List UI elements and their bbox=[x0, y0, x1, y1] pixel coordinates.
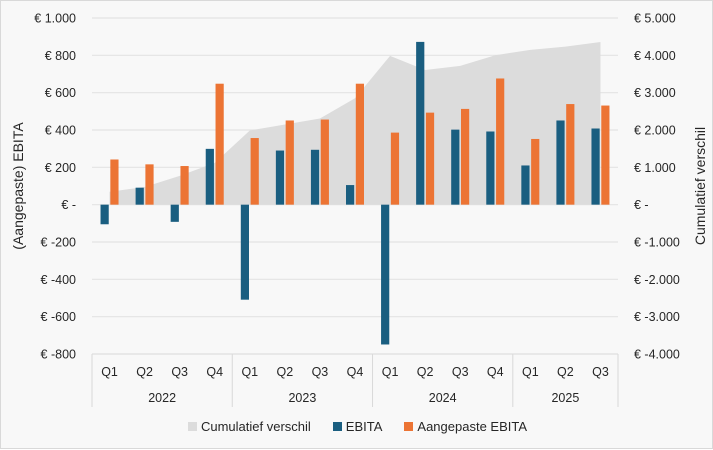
left-tick-label: € -400 bbox=[41, 273, 76, 287]
quarter-tick-label: Q2 bbox=[136, 365, 153, 379]
legend-item-cumulatief-verschil[interactable]: Cumulatief verschil bbox=[187, 419, 311, 434]
left-tick-label: € 400 bbox=[45, 124, 76, 138]
right-tick-label: € 3.000 bbox=[634, 86, 676, 100]
ebita-bar bbox=[521, 165, 530, 205]
quarter-tick-label: Q2 bbox=[557, 365, 574, 379]
ebita-bar bbox=[135, 187, 144, 205]
ebita-bar bbox=[591, 128, 600, 205]
ebita-bar bbox=[416, 41, 425, 205]
quarter-tick-label: Q1 bbox=[241, 365, 258, 379]
quarter-tick-label: Q4 bbox=[206, 365, 223, 379]
ebita-bar bbox=[346, 185, 355, 205]
ebita-bar bbox=[205, 148, 214, 205]
legend-swatch-aangepaste bbox=[404, 422, 414, 431]
quarter-tick-label: Q4 bbox=[487, 365, 504, 379]
aangepaste-ebita-bar bbox=[145, 164, 154, 205]
legend-swatch-cumulatief bbox=[187, 422, 197, 431]
quarter-tick-label: Q3 bbox=[592, 365, 609, 379]
quarter-tick-label: Q3 bbox=[171, 365, 188, 379]
quarter-tick-label: Q2 bbox=[277, 365, 294, 379]
aangepaste-ebita-bar bbox=[320, 119, 329, 205]
right-tick-label: € -1.000 bbox=[634, 236, 680, 250]
right-tick-label: € 1.000 bbox=[634, 161, 676, 175]
bar-layer bbox=[100, 41, 610, 345]
aangepaste-ebita-bar bbox=[355, 83, 364, 205]
quarter-tick-label: Q3 bbox=[312, 365, 329, 379]
left-tick-label: € -600 bbox=[41, 310, 76, 324]
right-axis-title: Cumulatief verschil bbox=[692, 127, 708, 245]
right-tick-label: € 5.000 bbox=[634, 12, 676, 26]
left-axis-ticks: € 1.000 € 800 € 600 € 400 € 200 € - € -200 € -4… bbox=[34, 12, 76, 362]
ebita-bar bbox=[556, 120, 565, 205]
aangepaste-ebita-bar bbox=[215, 83, 224, 205]
left-tick-label: € 800 bbox=[45, 49, 76, 63]
ebita-bar bbox=[170, 204, 179, 222]
quarter-tick-label: Q1 bbox=[101, 365, 118, 379]
left-tick-label: € - bbox=[61, 198, 76, 212]
quarter-tick-label: Q4 bbox=[347, 365, 364, 379]
left-axis-title: (Aangepaste) EBITA bbox=[10, 122, 26, 250]
quarter-tick-label: Q2 bbox=[417, 365, 434, 379]
legend-label: EBITA bbox=[345, 419, 383, 434]
left-tick-label: € 1.000 bbox=[34, 12, 76, 26]
legend-label: Aangepaste EBITA bbox=[417, 419, 528, 434]
year-tick-label: 2024 bbox=[429, 391, 457, 405]
cumulative-area-layer bbox=[109, 42, 601, 205]
right-tick-label: € -4.000 bbox=[634, 348, 680, 362]
aangepaste-ebita-bar bbox=[531, 138, 540, 205]
left-tick-label: € 600 bbox=[45, 86, 76, 100]
ebita-bar bbox=[275, 150, 285, 205]
cumulative-area bbox=[109, 42, 601, 205]
quarter-tick-label: Q3 bbox=[452, 365, 469, 379]
year-tick-label: 2025 bbox=[551, 391, 579, 405]
aangepaste-ebita-bar bbox=[425, 112, 435, 205]
ebita-bar bbox=[310, 149, 320, 205]
ebita-bar bbox=[381, 204, 390, 345]
ebita-bar bbox=[486, 131, 495, 205]
aangepaste-ebita-bar bbox=[496, 78, 505, 205]
right-tick-label: € -2.000 bbox=[634, 273, 680, 287]
right-tick-label: € - bbox=[634, 198, 649, 212]
aangepaste-ebita-bar bbox=[110, 159, 119, 205]
right-tick-label: € -3.000 bbox=[634, 310, 680, 324]
left-tick-label: € -200 bbox=[41, 236, 76, 250]
aangepaste-ebita-bar bbox=[250, 138, 259, 205]
ebita-bar bbox=[240, 204, 249, 300]
legend-swatch-ebita bbox=[332, 422, 342, 431]
ebita-bar bbox=[100, 204, 109, 225]
category-axis: Q1 Q2 Q3 Q4 2022 Q1 Q2 Q3 Q4 2023 Q1 Q2 Q3 Q4 2024 Q1 Q2… bbox=[91, 353, 619, 407]
aangepaste-ebita-bar bbox=[601, 105, 610, 205]
quarter-tick-label: Q1 bbox=[382, 365, 399, 379]
aangepaste-ebita-bar bbox=[461, 108, 470, 205]
legend-label: Cumulatief verschil bbox=[200, 419, 311, 434]
ebita-bar bbox=[451, 129, 460, 205]
aangepaste-ebita-bar bbox=[180, 166, 189, 205]
right-tick-label: € 4.000 bbox=[634, 49, 676, 63]
right-tick-label: € 2.000 bbox=[634, 124, 676, 138]
aangepaste-ebita-bar bbox=[566, 104, 575, 205]
aangepaste-ebita-bar bbox=[285, 120, 294, 205]
legend: Cumulatief verschil EBITA Aangepaste EBI… bbox=[1, 419, 713, 434]
year-tick-label: 2022 bbox=[148, 391, 176, 405]
quarter-tick-label: Q1 bbox=[522, 365, 539, 379]
left-tick-label: € 200 bbox=[45, 161, 76, 175]
aangepaste-ebita-bar bbox=[390, 132, 400, 205]
legend-item-aangepaste-ebita[interactable]: Aangepaste EBITA bbox=[404, 419, 527, 434]
right-axis-ticks: € 5.000 € 4.000 € 3.000 € 2.000 € 1.000 € - € … bbox=[634, 12, 680, 362]
legend-item-ebita[interactable]: EBITA bbox=[332, 419, 383, 434]
left-tick-label: € -800 bbox=[41, 348, 76, 362]
year-tick-label: 2023 bbox=[288, 391, 316, 405]
